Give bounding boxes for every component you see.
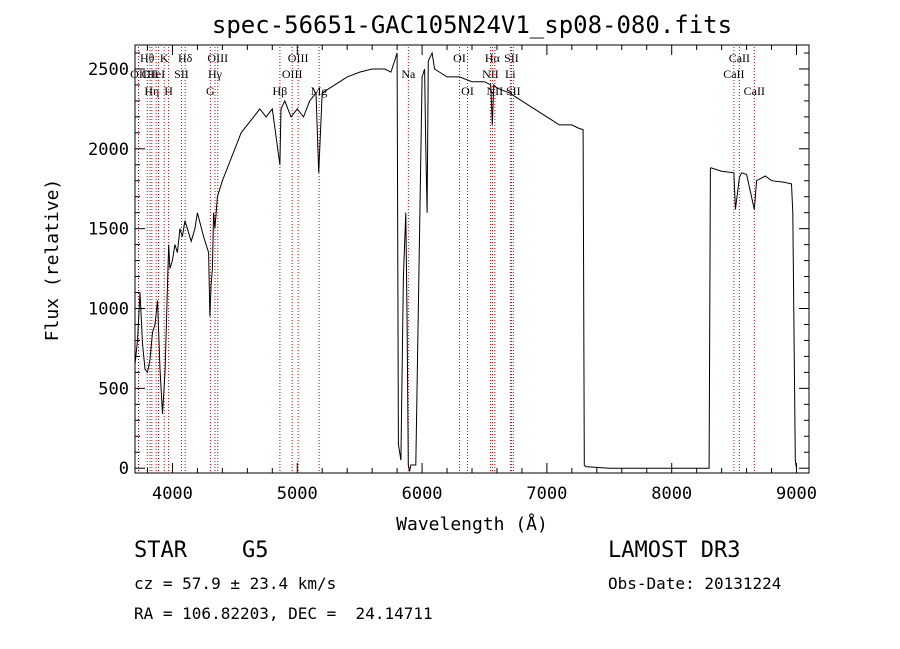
- x-tick-label-5: 9000: [776, 484, 817, 504]
- x-tick-label-1: 5000: [277, 484, 318, 504]
- line-label-11: Hγ: [208, 67, 223, 81]
- line-label-20: NII: [482, 67, 499, 81]
- line-label-27: CaII: [729, 51, 750, 65]
- line-label-1: Hθ: [140, 51, 155, 65]
- x-axis-label: Wavelength (Å): [396, 513, 548, 535]
- line-label-8: SII: [174, 67, 189, 81]
- line-label-7: H: [164, 84, 173, 98]
- line-label-10: G: [206, 84, 215, 98]
- plot-frame: [134, 44, 810, 474]
- line-label-19: OI: [461, 84, 474, 98]
- line-label-25: SII: [506, 84, 521, 98]
- object-subclass: G5: [242, 538, 269, 563]
- y-tick-label-1: 500: [98, 379, 129, 399]
- spectrum-series-line: [134, 51, 797, 472]
- axis-ticks: 4000 5000 6000 7000 8000 9000 0 500 1000 1500 2000…: [88, 45, 817, 504]
- line-label-2: OII: [142, 67, 159, 81]
- object-class: STAR: [134, 538, 187, 563]
- line-label-15: OIII: [288, 51, 309, 65]
- y-tick-label-4: 2000: [88, 140, 129, 160]
- line-label-4: HeI: [147, 67, 165, 81]
- line-label-24: SII: [504, 51, 519, 65]
- survey-name: LAMOST DR3: [608, 538, 741, 563]
- observation-date: Obs-Date: 20131224: [608, 574, 782, 593]
- line-label-9: Hδ: [178, 51, 193, 65]
- line-label-17: Na: [401, 67, 416, 81]
- line-label-23: Li: [505, 67, 516, 81]
- y-tick-label-5: 2500: [88, 60, 129, 80]
- line-label-0: OII: [130, 67, 147, 81]
- x-tick-label-4: 8000: [651, 484, 692, 504]
- line-label-26: CaII: [723, 67, 744, 81]
- ra-dec-coordinates: RA = 106.82203, DEC = 24.14711: [134, 604, 433, 623]
- x-tick-label-0: 4000: [152, 484, 193, 504]
- line-label-14: OIII: [282, 67, 303, 81]
- chart-title: spec-56651-GAC105N24V1_sp08-080.fits: [212, 11, 732, 39]
- y-tick-label-2: 1000: [88, 300, 129, 320]
- line-label-13: Hβ: [273, 84, 288, 98]
- redshift-cz: cz = 57.9 ± 23.4 km/s: [134, 574, 337, 593]
- x-tick-label-2: 6000: [402, 484, 443, 504]
- line-label-21: Hα: [485, 51, 501, 65]
- y-axis-label: Flux (relative): [42, 179, 63, 342]
- x-tick-label-3: 7000: [526, 484, 567, 504]
- line-label-3: Hη: [144, 84, 159, 98]
- line-label-18: OI: [453, 51, 466, 65]
- line-label-12: OIII: [207, 51, 228, 65]
- emission-lines: OIIHθOIIHηHeIKHSIIHδGHγOIIIHβOIIIOIIIMgN…: [130, 47, 765, 473]
- line-label-6: K: [160, 51, 169, 65]
- line-label-28: CaII: [744, 84, 765, 98]
- y-tick-label-0: 0: [119, 459, 129, 479]
- y-tick-label-3: 1500: [88, 220, 129, 240]
